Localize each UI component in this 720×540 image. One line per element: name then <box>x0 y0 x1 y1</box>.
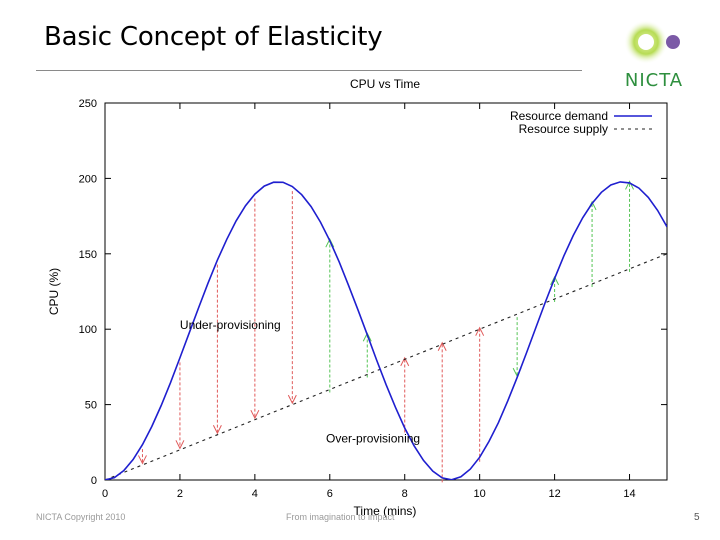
footer-copyright: NICTA Copyright 2010 <box>36 512 126 522</box>
under-provisioning-arrow-head <box>437 341 447 351</box>
y-tick-label: 200 <box>79 173 97 185</box>
title-divider <box>36 70 582 71</box>
under-provisioning-arrow-head <box>250 409 260 420</box>
y-tick-label: 0 <box>91 475 97 487</box>
series-resource-demand <box>105 181 667 480</box>
plot-frame <box>104 102 668 481</box>
nicta-logo: NICTA <box>612 14 696 94</box>
logo-mark-icon <box>624 20 680 64</box>
x-tick-label: 2 <box>177 488 183 500</box>
under-provisioning-arrow-head <box>400 356 410 367</box>
legend-label-supply: Resource supply <box>519 122 608 136</box>
under-provisioning-arrow-head <box>175 440 185 450</box>
x-tick-label: 0 <box>102 488 108 500</box>
y-tick-label: 250 <box>79 98 97 110</box>
slide-title: Basic Concept of Elasticity <box>44 22 383 52</box>
x-tick-label: 14 <box>623 488 635 500</box>
x-tick-label: 6 <box>327 488 333 500</box>
y-axis-label: CPU (%) <box>47 268 61 315</box>
annotation-under-provisioning: Under-provisioning <box>180 318 281 332</box>
x-tick-label: 10 <box>474 488 486 500</box>
legend-label-demand: Resource demand <box>510 109 608 123</box>
x-tick-label: 8 <box>402 488 408 500</box>
footer-tagline: From imagination to impact <box>286 512 395 522</box>
under-provisioning-arrow-head <box>138 455 147 465</box>
y-tick-label: 100 <box>79 324 97 336</box>
chart-title: CPU vs Time <box>350 77 420 91</box>
under-provisioning-arrow-head <box>212 425 222 435</box>
over-provisioning-arrow-head <box>625 180 634 190</box>
x-tick-label: 4 <box>252 488 258 500</box>
annotation-over-provisioning: Over-provisioning <box>326 431 420 445</box>
under-provisioning-arrow-head <box>475 326 485 336</box>
logo-text: NICTA <box>624 70 684 91</box>
x-axis-label: Time (mins) <box>354 504 417 518</box>
page-number: 5 <box>694 512 700 523</box>
under-provisioning-arrow-head <box>287 394 297 405</box>
y-tick-label: 50 <box>85 400 97 412</box>
series-resource-supply <box>105 253 667 480</box>
y-tick-label: 150 <box>79 249 97 261</box>
x-tick-label: 12 <box>548 488 560 500</box>
